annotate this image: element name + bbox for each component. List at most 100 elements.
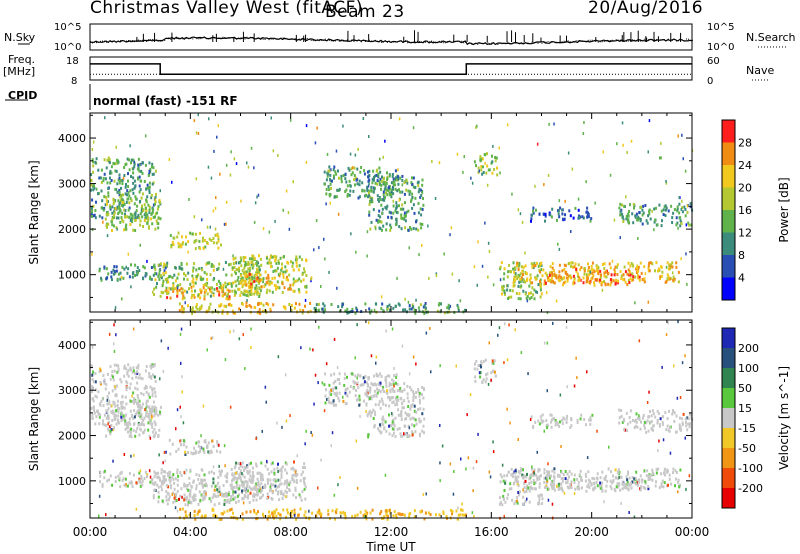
echo-cell (330, 389, 332, 393)
echo-cell (609, 278, 612, 281)
echo-cell (110, 374, 113, 377)
echo-cell (282, 492, 285, 496)
echo-cell (177, 272, 180, 276)
echo-cell (293, 289, 296, 293)
echo-cell (134, 195, 137, 199)
echo-cell (151, 363, 154, 367)
echo-cell (324, 308, 327, 312)
echo-cell (240, 264, 243, 268)
echo-cell (647, 264, 650, 268)
echo-cell (410, 198, 413, 202)
echo-cell (573, 277, 576, 281)
echo-cell (196, 307, 199, 311)
echo-cell (192, 480, 195, 484)
scatter-cell (559, 393, 562, 397)
echo-cell (548, 273, 551, 277)
echo-cell (404, 424, 407, 428)
echo-cell (92, 214, 95, 218)
echo-cell (196, 512, 199, 516)
echo-cell (392, 382, 395, 386)
echo-cell (287, 287, 290, 291)
scatter-cell (682, 157, 684, 161)
echo-cell (570, 418, 573, 421)
echo-cell (487, 168, 490, 172)
scatter-cell (517, 438, 519, 441)
echo-cell (395, 513, 397, 517)
echo-cell (113, 211, 116, 215)
echo-cell (124, 422, 127, 426)
echo-cell (189, 282, 192, 286)
scatter-cell (175, 427, 177, 431)
echo-cell (490, 371, 493, 375)
echo-cell (649, 410, 651, 414)
echo-cell (148, 418, 151, 422)
echo-cell (179, 507, 182, 511)
echo-cell (663, 481, 666, 485)
echo-cell (577, 484, 580, 488)
echo-cell (517, 297, 520, 301)
echo-cell (219, 450, 222, 454)
scatter-cell (521, 220, 524, 224)
echo-cell (112, 202, 115, 206)
scatter-cell (438, 161, 441, 165)
echo-cell (528, 500, 531, 504)
echo-cell (134, 229, 137, 232)
echo-cell (106, 225, 108, 229)
scatter-cell (225, 200, 228, 204)
echo-cell (676, 207, 679, 211)
echo-cell (91, 413, 94, 417)
echo-cell (153, 405, 156, 409)
echo-cell (381, 228, 383, 232)
echo-cell (212, 481, 215, 485)
echo-cell (252, 254, 255, 258)
echo-cell (235, 481, 238, 485)
echo-cell (228, 501, 231, 504)
echo-cell (151, 388, 154, 392)
echo-cell (226, 472, 229, 476)
echo-cell (112, 224, 115, 228)
echo-cell (524, 292, 527, 296)
echo-cell (533, 468, 536, 472)
echo-cell (644, 204, 647, 207)
echo-cell (143, 213, 146, 217)
echo-cell (397, 182, 400, 186)
echo-cell (157, 413, 159, 417)
echo-cell (177, 474, 180, 478)
echo-cell (646, 469, 649, 473)
echo-cell (564, 264, 567, 268)
echo-cell (223, 304, 226, 308)
echo-cell (407, 400, 410, 404)
echo-cell (352, 189, 355, 193)
echo-cell (281, 282, 284, 286)
power-colorbar-frame (721, 119, 736, 301)
echo-cell (547, 279, 550, 283)
echo-cell (679, 483, 682, 487)
echo-cell (234, 476, 237, 480)
echo-cell (689, 422, 691, 426)
echo-cell (135, 209, 138, 213)
echo-cell (113, 363, 116, 367)
echo-cell (255, 262, 258, 265)
echo-cell (246, 483, 249, 487)
scatter-cell (408, 426, 411, 430)
echo-cell (525, 475, 528, 479)
echo-cell (267, 273, 270, 277)
echo-cell (281, 291, 284, 294)
echo-cell (671, 265, 674, 269)
scatter-cell (429, 327, 431, 330)
echo-cell (367, 433, 370, 437)
echo-cell (162, 475, 165, 479)
echo-cell (253, 292, 256, 296)
echo-cell (517, 491, 520, 494)
echo-cell (660, 274, 663, 278)
scatter-cell (350, 232, 352, 236)
echo-cell (357, 386, 360, 390)
echo-cell (207, 441, 210, 445)
echo-cell (123, 366, 126, 370)
echo-cell (588, 273, 591, 277)
echo-cell (626, 272, 629, 276)
echo-cell (385, 222, 388, 226)
echo-cell (561, 418, 564, 422)
echo-cell (438, 302, 441, 305)
echo-cell (91, 378, 94, 381)
